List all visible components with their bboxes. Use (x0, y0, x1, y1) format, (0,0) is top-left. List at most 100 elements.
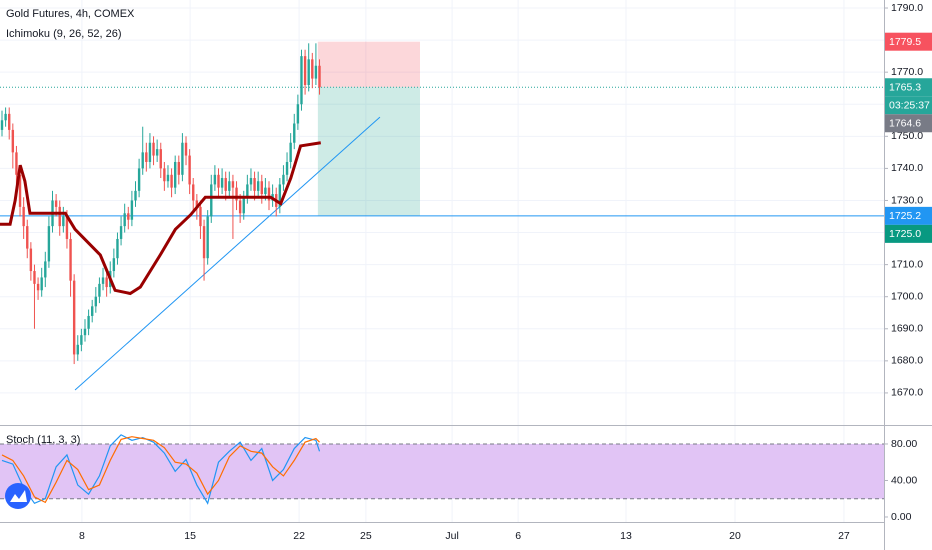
trendline (74, 116, 381, 391)
price-label-text: 1725.0 (889, 228, 921, 240)
stoch-y-tick-label: 40.00 (891, 474, 917, 486)
price-label-bg (885, 114, 932, 133)
candle-body (47, 226, 51, 262)
candle-body (213, 174, 217, 185)
stoch-band (0, 443, 884, 499)
candle-body (130, 200, 134, 220)
candle-body (231, 181, 235, 188)
candle-body (36, 283, 40, 291)
candle-body (152, 142, 155, 156)
candle-body (228, 181, 231, 191)
candle-body (163, 168, 166, 182)
candle-body (195, 200, 199, 207)
candle-body (184, 142, 188, 156)
price-label-text: 1765.3 (889, 82, 921, 94)
price-label: 1779.5 (885, 32, 932, 51)
price-label-text: 1725.2 (889, 210, 921, 222)
candle-body (285, 161, 289, 175)
candle-body (145, 152, 148, 162)
indicator-label: Ichimoku (9, 26, 52, 26) (6, 28, 122, 40)
candle-body (166, 174, 170, 182)
candle-body (159, 149, 162, 169)
price-label: 1764.6 (885, 114, 932, 133)
price-label-text: 1779.5 (889, 36, 921, 48)
x-tick-label: Jul (445, 530, 458, 542)
logo-mark[interactable] (10, 490, 27, 502)
candle-body (22, 206, 25, 227)
logo[interactable] (5, 483, 31, 509)
y-tick-label: 1730.0 (891, 194, 923, 206)
candle-body (40, 277, 43, 291)
stoch-label: Stoch (11, 3, 3) (6, 434, 80, 446)
logo-circle[interactable] (5, 483, 31, 509)
candle-body (54, 200, 58, 207)
price-label: 03:25:37 (885, 96, 932, 115)
candle-body (307, 59, 310, 85)
candle-body (318, 65, 321, 88)
candle-body (155, 149, 159, 156)
y-tick-label: 1710.0 (891, 258, 923, 270)
candle-body (33, 271, 36, 284)
y-tick-label: 1740.0 (891, 162, 923, 174)
price-label-text: 03:25:37 (889, 100, 930, 112)
candle-body (15, 152, 18, 175)
candle-body (282, 174, 285, 185)
price-label-bg (885, 32, 932, 51)
candle-body (105, 277, 108, 288)
candle-body (256, 181, 260, 191)
candle-body (8, 113, 11, 130)
candle-body (300, 56, 303, 105)
candle-body (123, 213, 126, 227)
price-label: 1725.2 (885, 206, 932, 225)
candle-body (65, 216, 69, 239)
y-tick-label: 1690.0 (891, 323, 923, 335)
candle-body (62, 216, 65, 227)
candle-body (141, 152, 144, 169)
x-tick-label: 6 (515, 530, 521, 542)
stoch-y-tick-label: 0.00 (891, 511, 912, 523)
candle-body (224, 178, 227, 191)
x-tick-label: 25 (360, 530, 372, 542)
candle-body (181, 142, 184, 175)
candle-body (76, 344, 79, 355)
candle-body (58, 206, 61, 227)
chart-title: Gold Futures, 4h, COMEX (6, 8, 135, 20)
candle-body (177, 161, 180, 175)
candle-body (303, 56, 307, 85)
stoch-line (1, 436, 320, 504)
candle-body (217, 174, 220, 188)
candle-body (264, 187, 267, 195)
candle-body (101, 277, 105, 284)
candle-body (242, 197, 245, 214)
candle-body (91, 306, 94, 316)
candle-body (206, 216, 209, 259)
candle-body (296, 104, 300, 124)
candle-body (112, 258, 116, 272)
y-tick-label: 1770.0 (891, 66, 923, 78)
target-zone (317, 87, 420, 216)
x-tick-label: 13 (620, 530, 632, 542)
x-tick-label: 27 (838, 530, 850, 542)
candle-body (249, 178, 253, 185)
candle-body (238, 200, 242, 214)
candle-body (188, 155, 191, 185)
candle-body (72, 280, 76, 355)
candle-body (18, 174, 22, 207)
price-label-bg (885, 206, 932, 225)
stoch-y-tick-label: 80.00 (891, 438, 917, 450)
candle-body (253, 178, 256, 191)
price-label-bg (885, 78, 932, 97)
price-label-bg (885, 96, 932, 115)
candle-body (4, 113, 7, 121)
stoch-line (1, 434, 321, 505)
candle-body (311, 59, 314, 79)
candle-body (116, 238, 119, 259)
candle-body (44, 261, 47, 278)
price-label-text: 1764.6 (889, 118, 921, 130)
price-label: 1725.0 (885, 224, 932, 243)
ichimoku-line (0, 141, 322, 296)
candle-body (170, 174, 173, 188)
candle-body (202, 226, 206, 259)
candle-body (192, 184, 195, 201)
candle-body (278, 184, 282, 207)
